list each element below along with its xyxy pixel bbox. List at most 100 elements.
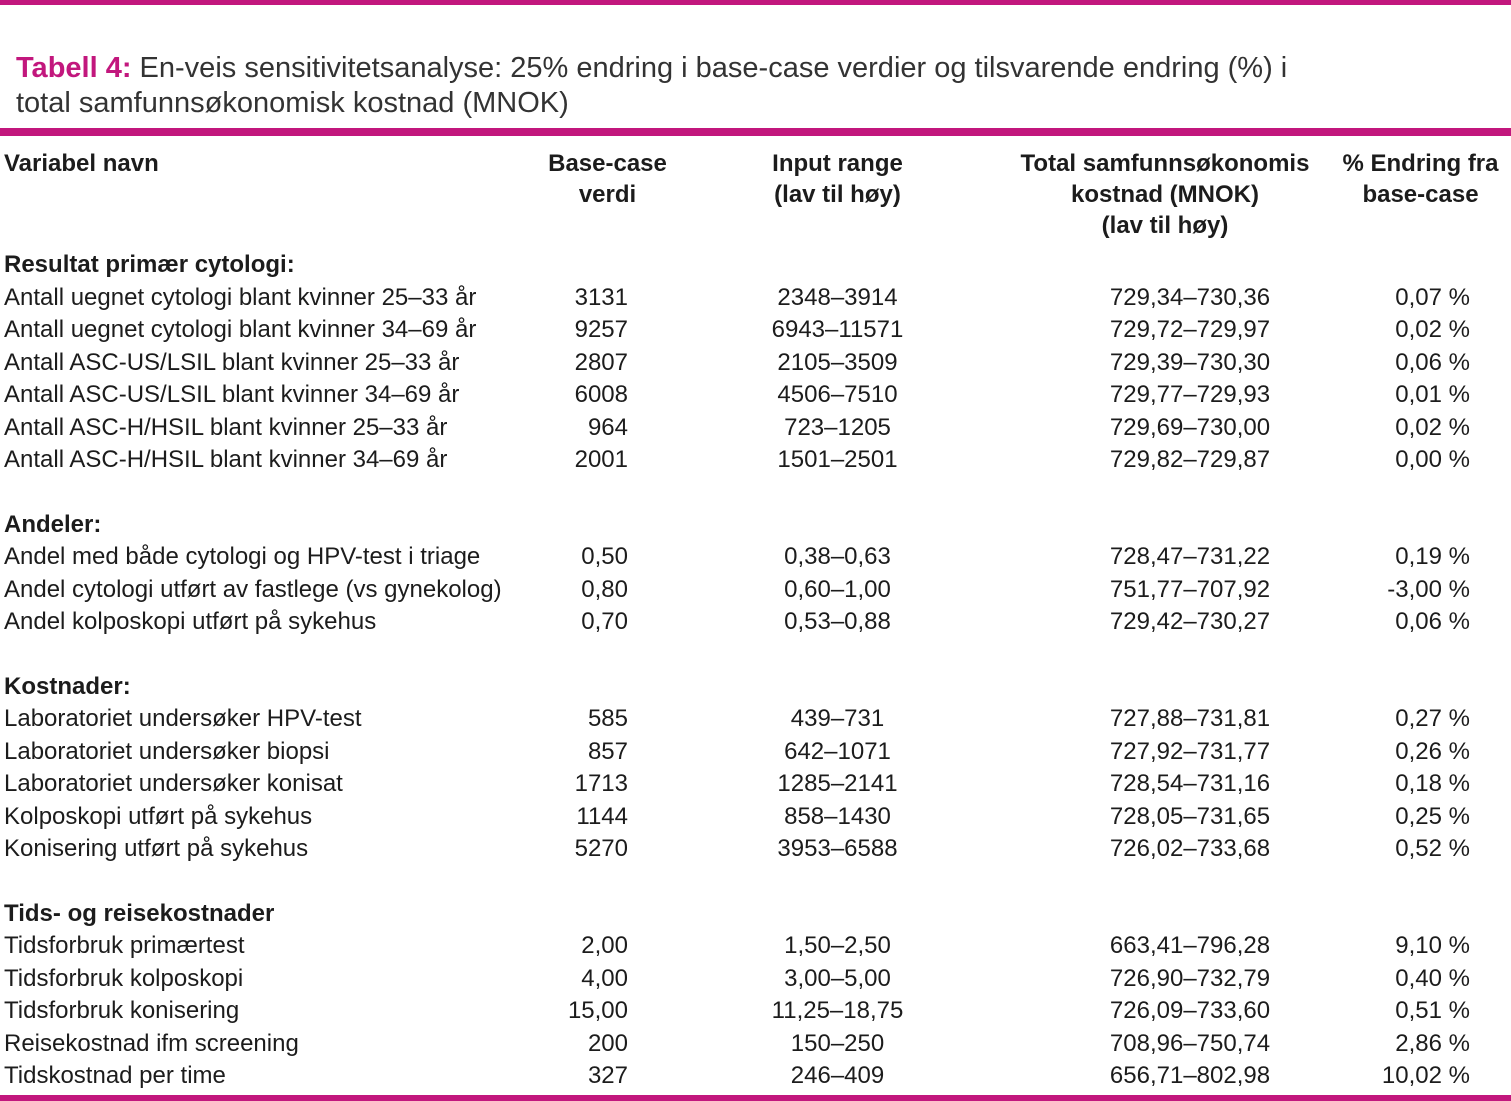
total-cost-cell: 728,47–731,22 <box>1109 543 1271 570</box>
total-cost-cell: 726,09–733,60 <box>1109 997 1271 1024</box>
input-range-cell: 2348–3914 <box>777 283 898 311</box>
base-case-cell: 0,80 <box>581 575 628 603</box>
section-row: Andeler: <box>0 477 1511 542</box>
total-cost-cell: 663,41–796,28 <box>1109 932 1271 959</box>
table-row: Andel kolposkopi utført på sykehus 0,70 0,… <box>0 606 1511 639</box>
total-cost-cell: 656,71–802,98 <box>1109 1062 1271 1089</box>
base-case-cell: 15,00 <box>567 997 628 1024</box>
total-cost-cell: 729,42–730,27 <box>1109 608 1271 635</box>
table-row: Kolposkopi utført på sykehus 1144 858–1430… <box>0 801 1511 834</box>
input-range-cell: 6943–11571 <box>771 316 904 343</box>
section-header: Tids- og reisekostnader <box>4 899 275 927</box>
base-case-cell: 1144 <box>576 802 628 830</box>
base-case-cell: 9257 <box>574 316 628 343</box>
table-row: Antall ASC-H/HSIL blant kvinner 25–33 år… <box>0 412 1511 445</box>
section-header: Kostnader: <box>4 672 131 700</box>
col-header-base-case: Base-case verdi <box>548 150 667 208</box>
pct-change-cell: 0,40 % <box>1395 964 1470 992</box>
input-range-cell: 2105–3509 <box>777 348 898 376</box>
pct-change-cell: 0,18 % <box>1395 770 1470 797</box>
variable-name-cell: Konisering utført på sykehus <box>4 835 309 862</box>
input-range-cell: 858–1430 <box>784 802 891 830</box>
variable-name-cell: Tidsforbruk primærtest <box>4 932 245 959</box>
section-header: Resultat primær cytologi: <box>4 251 295 278</box>
table-row: Tidsforbruk kolposkopi 4,00 3,00–5,00 726,9… <box>0 963 1511 996</box>
base-case-cell: 1713 <box>574 770 628 797</box>
base-case-cell: 0,70 <box>581 608 628 635</box>
table-row: Antall ASC-US/LSIL blant kvinner 25–33 å… <box>0 347 1511 380</box>
table-caption-label: Tabell 4: <box>16 52 132 84</box>
pct-change-cell: 0,27 % <box>1395 705 1470 732</box>
table-row: Tidsforbruk konisering 15,00 11,25–18,75 72… <box>0 995 1511 1028</box>
table-row: Konisering utført på sykehus 5270 3953–658… <box>0 833 1511 866</box>
base-case-cell: 2807 <box>574 348 628 376</box>
table-row: Antall ASC-H/HSIL blant kvinner 34–69 år… <box>0 444 1511 477</box>
table-row: Antall uegnet cytologi blant kvinner 34–… <box>0 314 1511 347</box>
pct-change-cell: 0,52 % <box>1395 835 1470 862</box>
base-case-cell: 0,50 <box>581 543 628 570</box>
variable-name-cell: Andel kolposkopi utført på sykehus <box>4 608 377 635</box>
base-case-cell: 5270 <box>574 835 628 862</box>
table-header: Variabel navn Base-case verdi Input rang… <box>0 136 1511 243</box>
variable-name-cell: Antall ASC-US/LSIL blant kvinner 34–69 å… <box>4 381 460 408</box>
variable-name-cell: Andel cytologi utført av fastlege (vs gy… <box>4 575 502 603</box>
pct-change-cell: -3,00 % <box>1387 575 1470 603</box>
section-row: Tids- og reisekostnader <box>0 866 1511 931</box>
table-caption-text: En-veis sensitivitetsanalyse: 25% endrin… <box>16 52 1288 119</box>
variable-name-cell: Antall ASC-US/LSIL blant kvinner 25–33 å… <box>4 348 460 376</box>
variable-name-cell: Tidsforbruk kolposkopi <box>4 964 244 992</box>
variable-name-cell: Laboratoriet undersøker konisat <box>4 770 343 797</box>
table-row: Andel med både cytologi og HPV-test i tr… <box>0 541 1511 574</box>
pct-change-cell: 0,06 % <box>1395 348 1470 376</box>
total-cost-cell: 727,92–731,77 <box>1109 737 1271 765</box>
total-cost-cell: 729,34–730,36 <box>1109 283 1271 311</box>
total-cost-cell: 727,88–731,81 <box>1109 705 1271 732</box>
bottom-accent-bar <box>0 1094 1511 1101</box>
input-range-cell: 0,38–0,63 <box>784 543 891 570</box>
pct-change-cell: 0,26 % <box>1395 737 1470 765</box>
sensitivity-table: Variabel navn Base-case verdi Input rang… <box>0 136 1511 1093</box>
base-case-cell: 857 <box>587 737 628 765</box>
input-range-cell: 642–1071 <box>784 737 891 765</box>
base-case-cell: 4,00 <box>581 964 628 992</box>
input-range-cell: 0,60–1,00 <box>784 575 891 603</box>
input-range-cell: 150–250 <box>790 1029 885 1057</box>
variable-name-cell: Andel med både cytologi og HPV-test i tr… <box>4 543 481 570</box>
pct-change-cell: 0,01 % <box>1395 381 1470 408</box>
table-row: Antall ASC-US/LSIL blant kvinner 34–69 å… <box>0 379 1511 412</box>
pct-change-cell: 0,25 % <box>1395 802 1470 830</box>
total-cost-cell: 729,82–729,87 <box>1109 446 1271 473</box>
total-cost-cell: 726,02–733,68 <box>1109 835 1271 862</box>
base-case-cell: 3131 <box>574 283 628 311</box>
variable-name-cell: Antall ASC-H/HSIL blant kvinner 25–33 år <box>4 413 448 441</box>
pct-change-cell: 0,02 % <box>1395 413 1470 441</box>
total-cost-cell: 729,69–730,00 <box>1109 413 1271 441</box>
pct-change-cell: 0,02 % <box>1395 316 1470 343</box>
input-range-cell: 11,25–18,75 <box>771 997 904 1024</box>
col-header-total-cost: Total samfunnsøkonomis kostnad (MNOK) (l… <box>1020 150 1310 239</box>
input-range-cell: 1,50–2,50 <box>784 932 891 959</box>
table-row: Antall uegnet cytologi blant kvinner 25–… <box>0 282 1511 315</box>
table-row: Laboratoriet undersøker HPV-test 585 439–7… <box>0 703 1511 736</box>
total-cost-cell: 726,90–732,79 <box>1109 964 1271 992</box>
total-cost-cell: 729,77–729,93 <box>1109 381 1271 408</box>
variable-name-cell: Antall ASC-H/HSIL blant kvinner 34–69 år <box>4 446 448 473</box>
base-case-cell: 6008 <box>574 381 628 408</box>
input-range-cell: 3953–6588 <box>777 835 898 862</box>
pct-change-cell: 0,07 % <box>1395 283 1470 311</box>
section-row: Resultat primær cytologi: <box>0 243 1511 282</box>
table-caption: Tabell 4: En-veis sensitivitetsanalyse: … <box>0 5 1511 128</box>
table-row: Reisekostnad ifm screening 200 150–250 708,… <box>0 1028 1511 1061</box>
total-cost-cell: 728,54–731,16 <box>1109 770 1271 797</box>
variable-name-cell: Tidsforbruk konisering <box>4 997 240 1024</box>
input-range-cell: 3,00–5,00 <box>784 964 891 992</box>
variable-name-cell: Antall uegnet cytologi blant kvinner 25–… <box>4 283 477 311</box>
base-case-cell: 2001 <box>574 446 628 473</box>
pct-change-cell: 9,10 % <box>1395 932 1470 959</box>
col-header-input-range: Input range (lav til høy) <box>772 150 903 208</box>
input-range-cell: 1285–2141 <box>777 770 898 797</box>
section-row: Kostnader: <box>0 639 1511 704</box>
header-row: Variabel navn Base-case verdi Input rang… <box>0 136 1511 243</box>
variable-name-cell: Antall uegnet cytologi blant kvinner 34–… <box>4 316 477 343</box>
